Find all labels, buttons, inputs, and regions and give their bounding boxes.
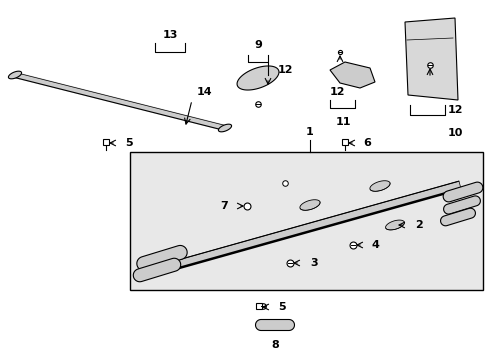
Polygon shape: [218, 124, 231, 132]
Bar: [130, 152, 482, 290]
Polygon shape: [255, 320, 294, 330]
Polygon shape: [137, 246, 187, 271]
Text: 2: 2: [414, 220, 422, 230]
Polygon shape: [443, 196, 479, 214]
Text: 7: 7: [220, 201, 227, 211]
Text: 14: 14: [197, 87, 212, 97]
Text: 6: 6: [362, 138, 370, 148]
Polygon shape: [442, 182, 482, 202]
Polygon shape: [8, 71, 21, 79]
Polygon shape: [369, 181, 389, 191]
Polygon shape: [237, 66, 278, 90]
Text: 3: 3: [309, 258, 317, 268]
Text: 4: 4: [371, 240, 379, 250]
Polygon shape: [133, 258, 181, 282]
Polygon shape: [14, 73, 225, 130]
Text: 9: 9: [254, 40, 262, 50]
Polygon shape: [329, 62, 374, 88]
Polygon shape: [440, 208, 474, 226]
Text: 5: 5: [278, 302, 285, 312]
Text: 5: 5: [125, 138, 132, 148]
Text: 1: 1: [305, 127, 313, 137]
Text: 11: 11: [335, 117, 350, 127]
Polygon shape: [385, 220, 404, 230]
Polygon shape: [404, 18, 457, 100]
Text: 12: 12: [447, 105, 463, 115]
Polygon shape: [174, 181, 460, 269]
Text: 8: 8: [270, 340, 278, 350]
Text: 12: 12: [278, 65, 293, 75]
Text: 12: 12: [329, 87, 345, 97]
Text: 10: 10: [447, 128, 463, 138]
Text: 13: 13: [162, 30, 177, 40]
Polygon shape: [299, 200, 320, 210]
